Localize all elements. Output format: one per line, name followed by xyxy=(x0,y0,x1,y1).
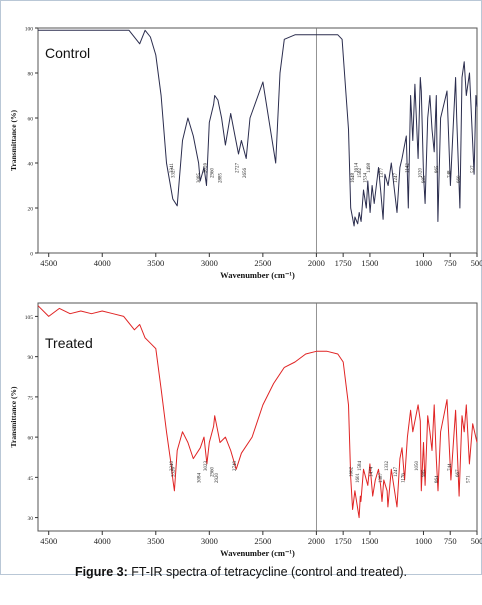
y-axis-label: Transmittance (%) xyxy=(9,386,18,447)
x-tick-label: 1000 xyxy=(415,258,432,268)
peak-label: 1474 xyxy=(370,467,375,478)
x-tick-label: 1000 xyxy=(415,536,432,546)
spectrum-line xyxy=(37,305,478,519)
peak-label: 660 xyxy=(457,175,462,183)
peak-label: 744 xyxy=(448,463,453,471)
peak-label: 571 xyxy=(466,475,471,483)
x-tick-label: 1500 xyxy=(361,258,378,268)
treated-spectrum-panel: 4500 4000 3500 3000 2500 2000 1750 1500 1000 750 5… xyxy=(9,302,482,558)
peak-label: 1050 xyxy=(415,461,420,472)
peak-label: 985 xyxy=(422,469,427,477)
peak-label: 527 xyxy=(471,165,476,173)
y-tick-label: 105 xyxy=(25,315,34,321)
x-tick-label: 2000 xyxy=(308,536,325,546)
panel-title: Treated xyxy=(45,335,93,351)
x-tick-label: 4000 xyxy=(94,258,111,268)
peak-label: 985 xyxy=(422,175,427,183)
peak-label: 2885 xyxy=(219,173,224,184)
peak-label: 748 xyxy=(447,170,452,178)
plot-area xyxy=(37,27,478,254)
peak-label: 3327 xyxy=(171,168,176,179)
peak-label: 1648 xyxy=(351,173,356,184)
spectrum-line xyxy=(38,29,478,227)
x-tick-label: 1750 xyxy=(335,536,352,546)
x-tick-label: 1500 xyxy=(361,536,378,546)
peak-label: 2960 xyxy=(211,168,216,179)
y-tick-label: 45 xyxy=(28,476,34,482)
y-axis-label: Transmittance (%) xyxy=(9,110,18,171)
figure-frame: 4500 4000 3500 3000 2500 2000 1750 1500 1000 750 5… xyxy=(0,0,482,575)
x-tick-label: 2500 xyxy=(254,536,271,546)
x-tick-label: 3500 xyxy=(147,536,164,546)
peak-label: 1584 xyxy=(358,461,363,472)
y-tick-label: 60 xyxy=(28,436,34,442)
y-tick-label: 20 xyxy=(28,207,34,213)
x-tick-label: 2500 xyxy=(254,258,271,268)
peak-label: 3085 xyxy=(197,173,202,184)
peak-label: 2920 xyxy=(215,473,220,484)
y-tick-label: 75 xyxy=(28,395,34,401)
peak-label: 3340 xyxy=(170,461,175,472)
peak-label: 1247 xyxy=(394,467,399,478)
x-tick-label: 3000 xyxy=(201,536,218,546)
peak-label: 1601 xyxy=(356,473,361,484)
peak-label: 2727 xyxy=(236,163,241,174)
peak-label: 3023 xyxy=(204,461,209,472)
peak-label: 2749 xyxy=(233,461,238,472)
ftir-spectra-figure: 4500 4000 3500 3000 2500 2000 1750 1500 1000 750 5… xyxy=(9,27,482,559)
x-tick-label: 4000 xyxy=(94,536,111,546)
x-tick-label: 500 xyxy=(471,258,482,268)
x-tick-label: 1750 xyxy=(335,258,352,268)
peak-label: 3026 xyxy=(204,163,209,174)
peak-label: 1247 xyxy=(394,173,399,184)
figure-caption: Figure 3: FT-IR spectra of tetracycline … xyxy=(0,565,482,579)
peak-label: 667 xyxy=(456,469,461,477)
peak-label: 1020 xyxy=(418,168,423,179)
y-tick-label: 0 xyxy=(30,252,33,258)
x-tick-label: 3000 xyxy=(201,258,218,268)
figure-caption-label: Figure 3: xyxy=(74,565,128,579)
x-tick-label: 4500 xyxy=(40,258,57,268)
peak-label: 1142 xyxy=(405,163,410,173)
y-tick-label: 100 xyxy=(25,27,34,33)
peak-label: 1176 xyxy=(402,473,407,483)
y-tick-label: 90 xyxy=(28,355,34,361)
peak-label: 1377 xyxy=(380,168,385,179)
peak-label: 3341 xyxy=(170,163,175,174)
y-tick-label: 80 xyxy=(28,72,34,78)
peak-label: 1534 xyxy=(363,173,368,184)
panel-title: Control xyxy=(45,45,90,61)
peak-label: 1332 xyxy=(385,461,390,472)
x-tick-label: 3500 xyxy=(147,258,164,268)
x-axis-label: Wavenumber (cm⁻¹) xyxy=(220,548,295,558)
peak-label: 1387 xyxy=(379,473,384,484)
peak-label: 2960 xyxy=(211,467,216,478)
control-spectrum-panel: 4500 4000 3500 3000 2500 2000 1750 1500 1000 750 5… xyxy=(9,27,482,281)
peak-label: 3084 xyxy=(197,473,202,484)
x-axis-label: Wavenumber (cm⁻¹) xyxy=(220,270,295,280)
peak-label: 1662 xyxy=(350,467,355,478)
y-tick-label: 30 xyxy=(28,516,34,522)
peak-label: 3326 xyxy=(171,467,176,478)
x-tick-label: 2000 xyxy=(308,258,325,268)
y-tick-label: 60 xyxy=(28,117,34,123)
peak-label: 1614 xyxy=(355,163,360,174)
x-tick-label: 750 xyxy=(444,536,457,546)
peak-label: 1498 xyxy=(367,163,372,174)
x-tick-label: 4500 xyxy=(40,536,57,546)
peak-label: 2656 xyxy=(243,168,248,179)
x-tick-label: 750 xyxy=(444,258,457,268)
x-tick-label: 500 xyxy=(471,536,482,546)
plot-area xyxy=(37,302,478,532)
peak-label: 1582 xyxy=(358,168,363,179)
y-tick-label: 40 xyxy=(28,162,34,168)
figure-caption-text: FT-IR spectra of tetracycline (control a… xyxy=(127,565,408,579)
peak-label: 864 xyxy=(435,475,440,483)
peak-label: 865 xyxy=(435,165,440,173)
